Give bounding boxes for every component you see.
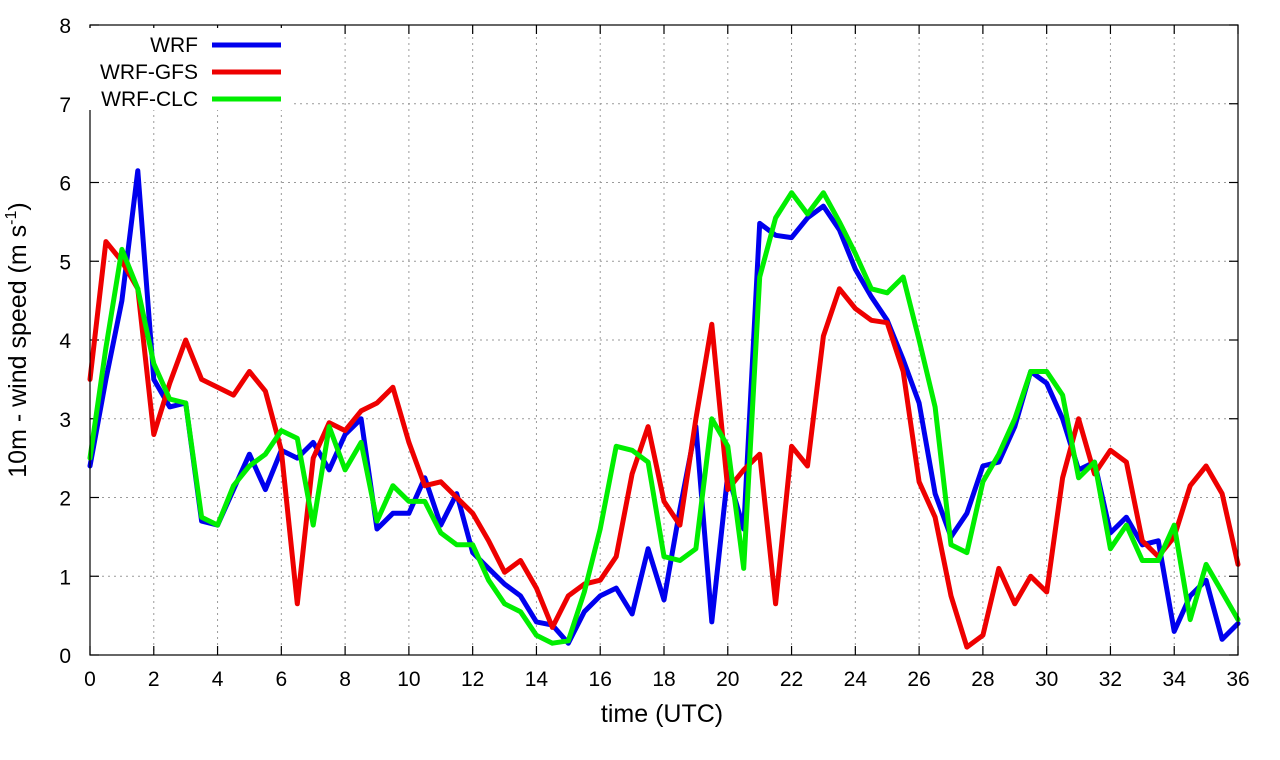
y-tick-label: 2 — [59, 488, 71, 511]
x-tick-label: 0 — [84, 668, 96, 691]
x-tick-label: 8 — [339, 668, 351, 691]
x-tick-label: 28 — [971, 668, 994, 691]
x-tick-label: 30 — [1035, 668, 1058, 691]
x-tick-label: 12 — [461, 668, 484, 691]
x-axis-label: time (UTC) — [601, 700, 723, 728]
grid-lines — [90, 25, 1238, 655]
plot-frame — [89, 24, 1239, 656]
x-tick-label: 14 — [525, 668, 549, 691]
y-tick-label: 4 — [59, 330, 71, 353]
x-tick-label: 26 — [907, 668, 930, 691]
legend-label: WRF-CLC — [101, 88, 198, 111]
x-tick-label: 2 — [148, 668, 160, 691]
y-tick-label: 8 — [59, 15, 71, 38]
x-tick-label: 6 — [275, 668, 287, 691]
x-tick-label: 18 — [652, 668, 675, 691]
series-line-wrf-gfs — [87, 239, 1241, 650]
x-tick-label: 16 — [589, 668, 612, 691]
y-axis-label-main: 10m - wind speed (m s — [4, 225, 32, 478]
y-tick-label: 3 — [59, 409, 71, 432]
y-tick-label: 0 — [59, 645, 71, 668]
legend-background — [82, 28, 292, 110]
tick-labels: 0 2 4 6 8 10 12 14 16 18 20 22 24 26 28 30 32 34 360123456… — [59, 15, 1249, 691]
data-series — [87, 168, 1241, 650]
y-tick-label: 7 — [59, 94, 71, 117]
x-tick-label: 24 — [844, 668, 868, 691]
x-tick-label: 20 — [716, 668, 739, 691]
x-tick-label: 34 — [1163, 668, 1187, 691]
y-axis-label-superscript: -1 — [3, 211, 20, 225]
y-axis-label: 10m - wind speed (m s-1) — [3, 202, 32, 477]
x-tick-label: 4 — [212, 668, 224, 691]
legend: WRF WRF-GFS WRF-CLC — [82, 28, 292, 111]
series-line-wrf-clc — [87, 190, 1241, 646]
y-tick-label: 1 — [59, 566, 71, 589]
x-tick-label: 22 — [780, 668, 803, 691]
y-tick-label: 6 — [59, 173, 71, 196]
x-tick-label: 32 — [1099, 668, 1122, 691]
x-tick-label: 10 — [397, 668, 420, 691]
legend-label: WRF — [150, 34, 198, 57]
y-tick-label: 5 — [59, 251, 71, 274]
y-axis-label-close: ) — [4, 202, 32, 210]
legend-label: WRF-GFS — [100, 61, 198, 84]
x-tick-label: 36 — [1226, 668, 1249, 691]
